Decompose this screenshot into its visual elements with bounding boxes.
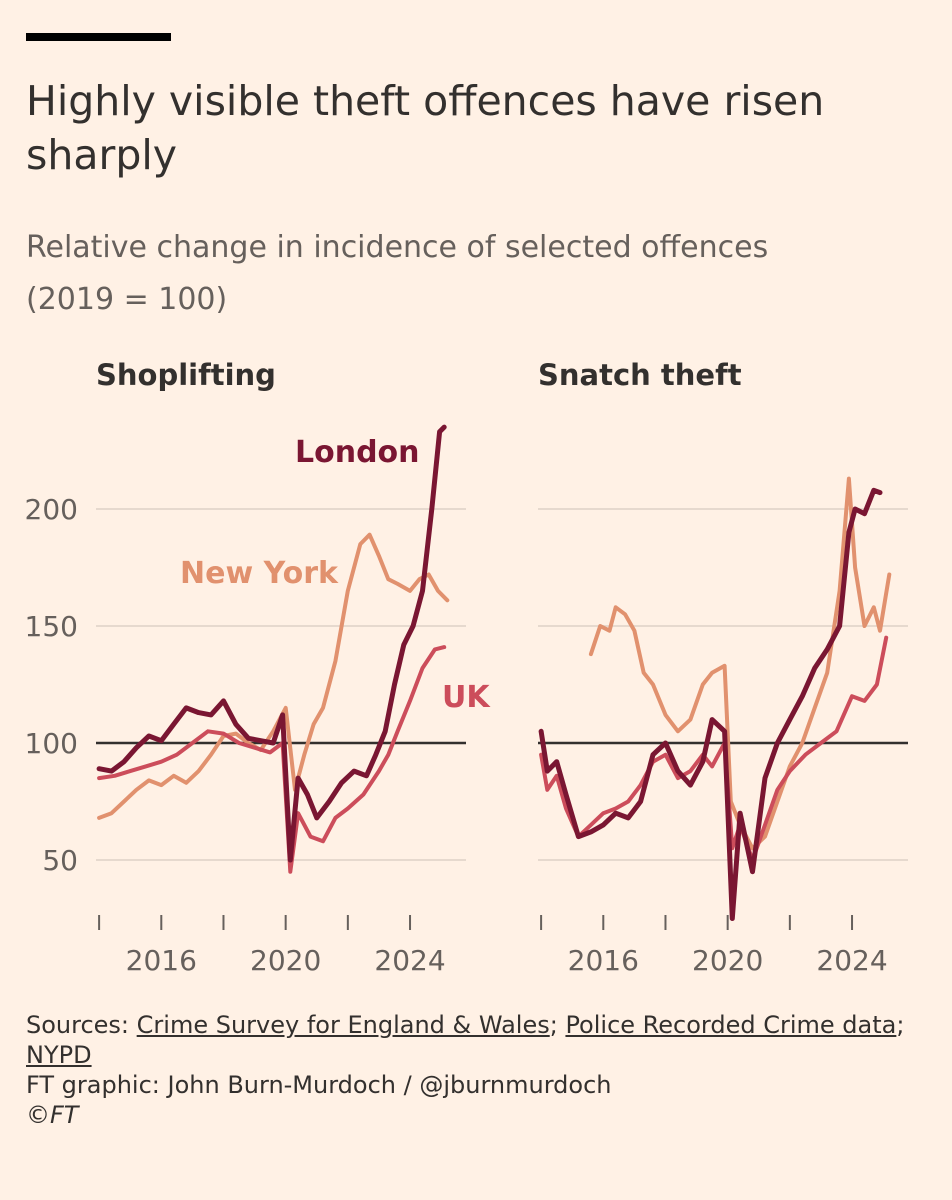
source-link-csew[interactable]: Crime Survey for England & Wales bbox=[136, 1011, 550, 1039]
shoplifting-y-tick-label-100: 100 bbox=[25, 727, 78, 760]
shoplifting-y-tick-label-50: 50 bbox=[42, 844, 78, 877]
small-multiples-chart: Shoplifting 50 100 150 200 2016 2020 2024 London… bbox=[25, 358, 908, 977]
shoplifting-panel-title: Shoplifting bbox=[96, 358, 276, 392]
sources-prefix: Sources: bbox=[26, 1011, 137, 1039]
snatch-theft-x-tick-label-2020: 2020 bbox=[692, 944, 763, 977]
snatch-theft-series-london bbox=[538, 487, 883, 921]
source-link-police[interactable]: Police Recorded Crime data bbox=[565, 1011, 897, 1039]
shoplifting-y-tick-label-200: 200 bbox=[25, 493, 78, 526]
footer: Sources: Crime Survey for England & Wale… bbox=[26, 1010, 926, 1130]
subtitle-line-2: (2019 = 100) bbox=[26, 282, 228, 317]
shoplifting-x-tick-label-2024: 2024 bbox=[374, 944, 445, 977]
chart-title: Highly visible theft offences have risen… bbox=[26, 77, 825, 179]
copyright: ©FT bbox=[26, 1101, 79, 1129]
shoplifting-y-tick-label-150: 150 bbox=[25, 610, 78, 643]
source-link-nypd[interactable]: NYPD bbox=[26, 1041, 92, 1069]
sources-line: Sources: Crime Survey for England & Wale… bbox=[26, 1011, 905, 1069]
ft-top-rule bbox=[26, 33, 171, 41]
shoplifting-x-tick-label-2020: 2020 bbox=[250, 944, 321, 977]
shoplifting-series-uk bbox=[97, 645, 447, 874]
shoplifting-x-tick-label-2016: 2016 bbox=[126, 944, 197, 977]
label-uk: UK bbox=[442, 680, 491, 715]
shoplifting-series-new-york bbox=[97, 532, 450, 820]
snatch-theft-x-tick-label-2016: 2016 bbox=[568, 944, 639, 977]
shoplifting-series-london bbox=[96, 424, 447, 863]
label-new-york: New York bbox=[180, 556, 339, 591]
label-london: London bbox=[295, 435, 420, 470]
snatch-theft-series-new-york bbox=[588, 476, 892, 851]
snatch-theft-panel-title: Snatch theft bbox=[538, 358, 742, 392]
graphic-credit: FT graphic: John Burn-Murdoch / @jburnmu… bbox=[26, 1071, 612, 1099]
snatch-theft-x-tick-label-2024: 2024 bbox=[816, 944, 887, 977]
subtitle-line-1: Relative change in incidence of selected… bbox=[26, 230, 769, 265]
chart-subtitle: Relative change in incidence of selected… bbox=[26, 222, 926, 326]
snatch-theft-series-uk bbox=[539, 635, 889, 862]
